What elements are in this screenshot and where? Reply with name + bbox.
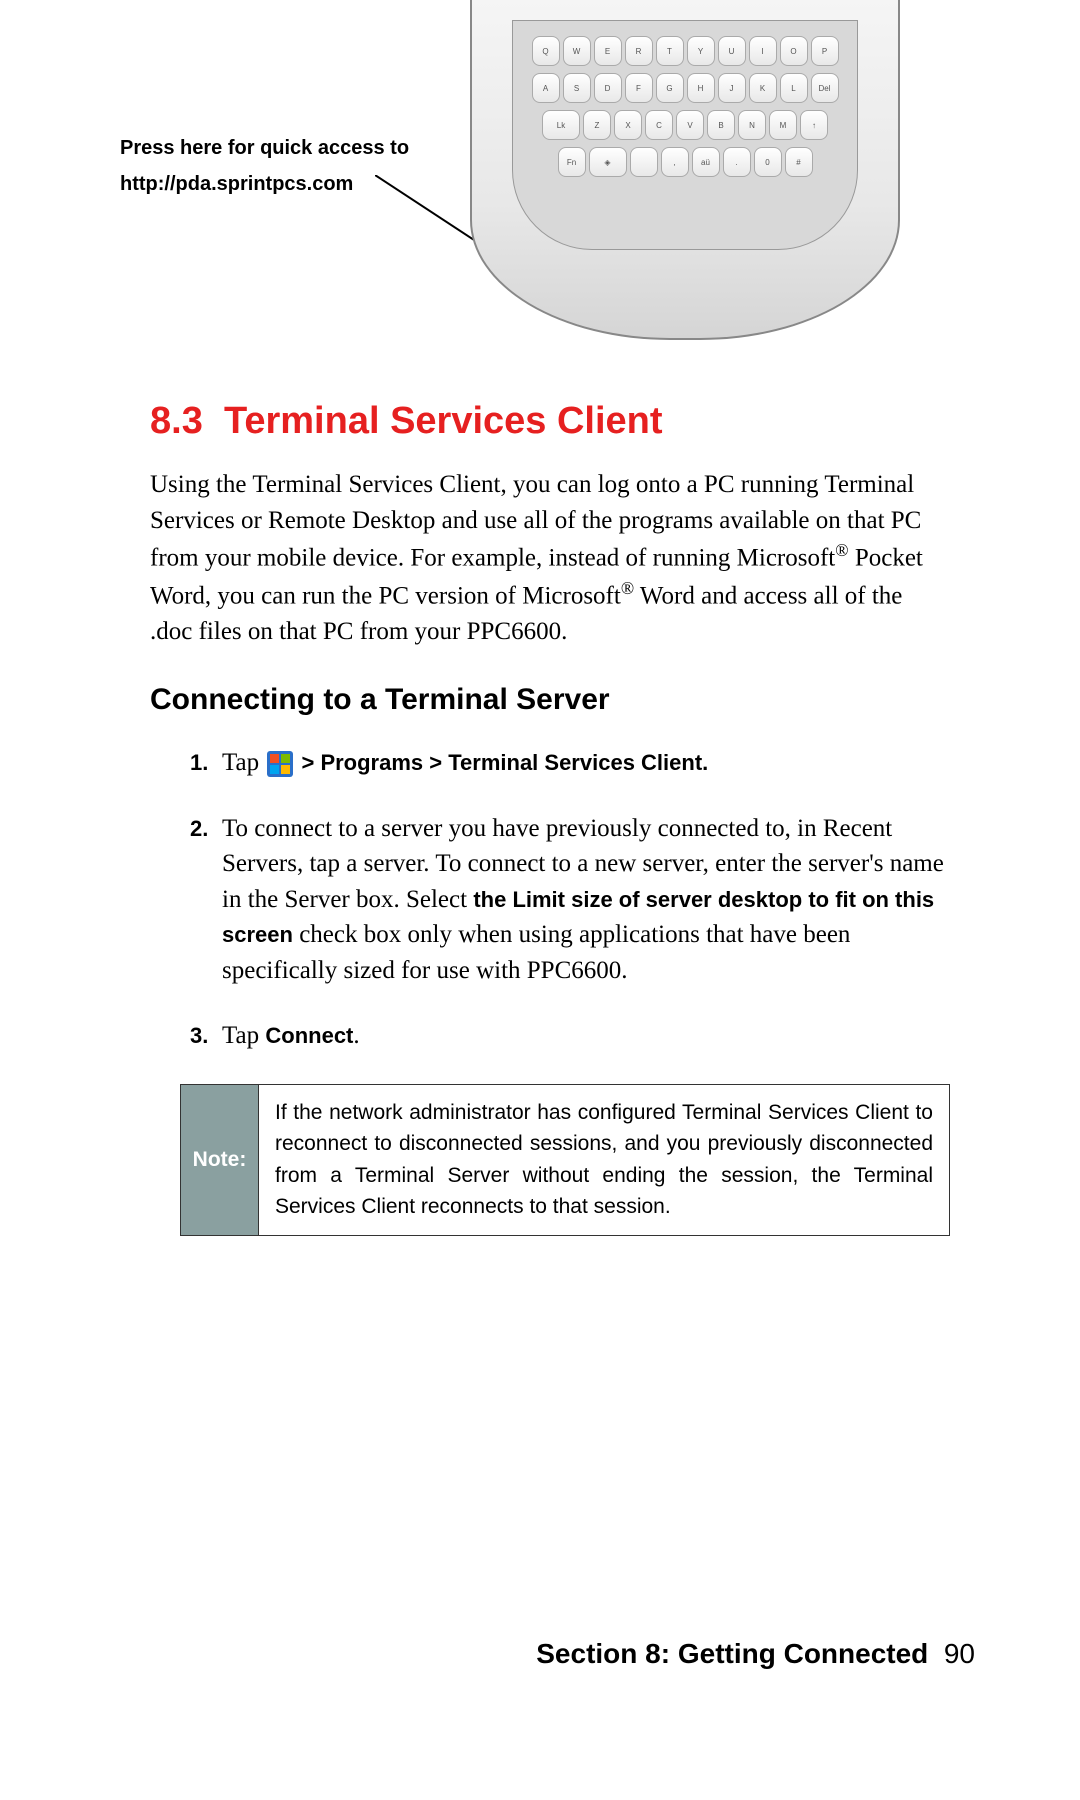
key: S bbox=[563, 73, 591, 103]
key: Z bbox=[583, 110, 611, 140]
key: Y bbox=[687, 36, 715, 66]
key: Fn bbox=[558, 147, 586, 177]
key: E bbox=[594, 36, 622, 66]
section-number: 8.3 bbox=[150, 400, 203, 442]
step-number: 3. bbox=[190, 1018, 222, 1054]
key: # bbox=[785, 147, 813, 177]
registered-mark: ® bbox=[835, 540, 848, 560]
callout-line-2: http://pda.sprintpcs.com bbox=[120, 173, 353, 195]
key: Del bbox=[811, 73, 839, 103]
key: H bbox=[687, 73, 715, 103]
key: K bbox=[749, 73, 777, 103]
pda-device: QWERTYUIOP ASDFGHJKLDel LkZXCVBNM↑ Fn◈,a… bbox=[470, 0, 900, 340]
step-3: 3. Tap Connect. bbox=[190, 1018, 950, 1054]
registered-mark: ® bbox=[621, 578, 634, 598]
key: I bbox=[749, 36, 777, 66]
key: C bbox=[645, 110, 673, 140]
windows-start-icon bbox=[267, 751, 293, 777]
footer-section-title: : Getting Connected bbox=[661, 1638, 929, 1669]
page-footer: Section 8: Getting Connected 90 bbox=[536, 1638, 975, 1670]
step-1: 1. Tap > Programs > Terminal Services Cl… bbox=[190, 745, 950, 781]
key: aü bbox=[692, 147, 720, 177]
key: J bbox=[718, 73, 746, 103]
step-body: To connect to a server you have previous… bbox=[222, 811, 950, 989]
key: D bbox=[594, 73, 622, 103]
key: B bbox=[707, 110, 735, 140]
kb-row-3: LkZXCVBNM↑ bbox=[525, 110, 845, 140]
section-body: Using the Terminal Services Client, you … bbox=[150, 467, 950, 649]
subsection-heading: Connecting to a Terminal Server bbox=[150, 683, 950, 717]
key: . bbox=[723, 147, 751, 177]
step-2-text-b: check box only when using applications t… bbox=[222, 921, 850, 984]
footer-page-number: 90 bbox=[944, 1638, 975, 1669]
device-keyboard: QWERTYUIOP ASDFGHJKLDel LkZXCVBNM↑ Fn◈,a… bbox=[512, 20, 858, 250]
step-1-path: > Programs > Terminal Services Client. bbox=[295, 750, 708, 775]
step-3-pre: Tap bbox=[222, 1022, 265, 1049]
section-heading: 8.3 Terminal Services Client bbox=[150, 400, 950, 443]
step-body: Tap > Programs > Terminal Services Clien… bbox=[222, 745, 950, 781]
callout-line-1: Press here for quick access to bbox=[120, 137, 409, 159]
step-3-bold: Connect bbox=[265, 1023, 353, 1048]
callout-text: Press here for quick access to http://pd… bbox=[120, 130, 409, 202]
key: 0 bbox=[754, 147, 782, 177]
key: X bbox=[614, 110, 642, 140]
step-number: 1. bbox=[190, 745, 222, 781]
step-body: Tap Connect. bbox=[222, 1018, 950, 1054]
document-page: Press here for quick access to http://pd… bbox=[0, 0, 1080, 1800]
key: ↑ bbox=[800, 110, 828, 140]
section-title: Terminal Services Client bbox=[224, 400, 663, 442]
key: U bbox=[718, 36, 746, 66]
key: A bbox=[532, 73, 560, 103]
key: M bbox=[769, 110, 797, 140]
note-label: Note: bbox=[181, 1085, 259, 1235]
key: F bbox=[625, 73, 653, 103]
step-number: 2. bbox=[190, 811, 222, 989]
key: R bbox=[625, 36, 653, 66]
key: Lk bbox=[542, 110, 580, 140]
key: W bbox=[563, 36, 591, 66]
key: N bbox=[738, 110, 766, 140]
key: P bbox=[811, 36, 839, 66]
key: V bbox=[676, 110, 704, 140]
key: ◈ bbox=[589, 147, 627, 177]
step-2: 2. To connect to a server you have previ… bbox=[190, 811, 950, 989]
key: L bbox=[780, 73, 808, 103]
key: Q bbox=[532, 36, 560, 66]
key: , bbox=[661, 147, 689, 177]
step-1-pre: Tap bbox=[222, 749, 265, 776]
key bbox=[630, 147, 658, 177]
footer-section-label: Section 8 bbox=[536, 1638, 660, 1669]
device-body: QWERTYUIOP ASDFGHJKLDel LkZXCVBNM↑ Fn◈,a… bbox=[470, 0, 900, 340]
kb-row-1: QWERTYUIOP bbox=[525, 36, 845, 66]
step-list: 1. Tap > Programs > Terminal Services Cl… bbox=[150, 745, 950, 1236]
kb-row-2: ASDFGHJKLDel bbox=[525, 73, 845, 103]
body-text-pre: Using the Terminal Services Client, you … bbox=[150, 471, 921, 571]
note-body: If the network administrator has configu… bbox=[259, 1085, 949, 1235]
key: G bbox=[656, 73, 684, 103]
device-figure: Press here for quick access to http://pd… bbox=[150, 0, 950, 360]
note-box: Note: If the network administrator has c… bbox=[180, 1084, 950, 1236]
kb-row-4: Fn◈,aü.0# bbox=[525, 147, 845, 177]
step-3-post: . bbox=[353, 1022, 359, 1049]
key: T bbox=[656, 36, 684, 66]
key: O bbox=[780, 36, 808, 66]
